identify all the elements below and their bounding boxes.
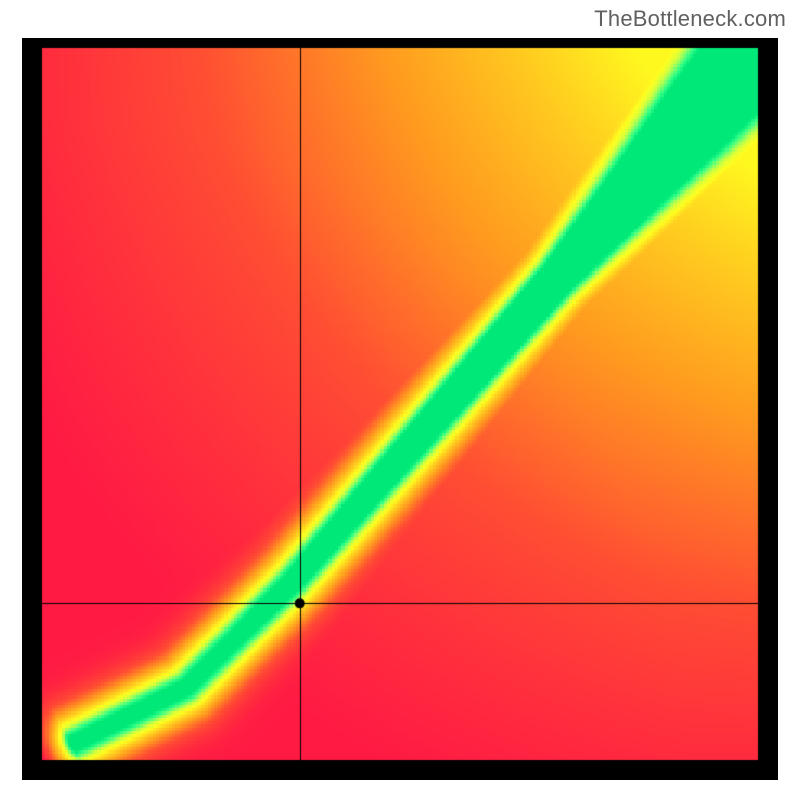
attribution-text: TheBottleneck.com <box>594 6 786 32</box>
chart-container: TheBottleneck.com <box>0 0 800 800</box>
heatmap-canvas <box>22 38 778 780</box>
chart-plot-area <box>22 38 778 780</box>
